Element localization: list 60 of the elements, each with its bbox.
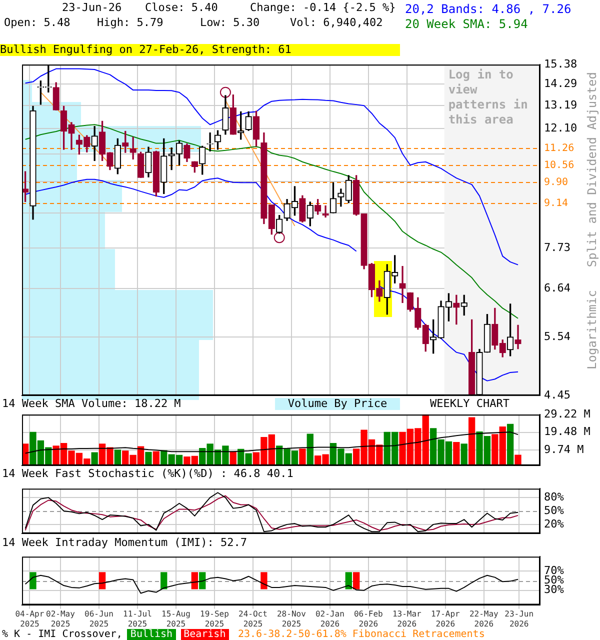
x-tick-label: 06-Feb 2026 [354,610,384,628]
text: Close: 5.40 [145,1,218,14]
y-tick-label: 12.10 [544,121,578,134]
y-tick-label: 7.73 [544,240,570,254]
y-tick-label: 80% [544,490,564,504]
text: Bullish [127,629,176,640]
y-tick-label: 5.54 [544,330,571,343]
x-tick-label: 02-May 2025 [46,610,76,628]
x-tick-label: 19-Sep 2025 [200,610,230,628]
x-tick-label: 22-May 2026 [469,610,499,628]
text: Open: 5.48 [4,16,70,29]
candlestick [514,324,522,350]
band-label: Log in to view patterns in this area [448,68,528,127]
text: 23-Jun-26 [62,1,122,14]
ref-line-label: 10.56 [544,160,574,172]
text: 23.6-38.2-50-61.8% Fibonacci Retracements [238,629,485,640]
y-tick-label: 30% [544,583,564,596]
y-tick-label: 20% [544,517,564,530]
y-tick-label: 15.38 [544,57,578,70]
y-tick-label: 50% [544,504,564,517]
text: Bearish [180,629,229,640]
y-tick-label: 70% [544,564,564,577]
y-tick-label: 19.48 M [544,425,591,438]
text: Low: 5.30 [200,16,260,29]
chart-title: 14 Week SMA Volume: 18.22 M [2,397,181,410]
y-tick-label: 29.22 M [544,407,591,420]
y-tick-label: 6.64 [544,282,571,295]
x-tick-label: 17-Apr 2026 [430,610,460,628]
text: Bullish Engulfing on 27-Feb-26, Strength: 61 [0,43,400,56]
candlestick [130,136,136,160]
x-tick-label: 15-Aug 2025 [162,610,191,628]
text: WEEKLY CHART [430,397,510,410]
x-tick-label: 02-Jan 2026 [315,610,345,628]
ref-line-label: 9.14 [544,198,568,210]
x-tick-label: 28-Nov 2025 [276,610,306,628]
candlestick [168,147,175,170]
y-tick-label: 14.29 [544,77,578,90]
x-tick-label: 23-Jun 2026 [504,610,534,628]
y-axis-title: Split and Dividend Adjusted [585,72,599,268]
text: Change: -0.14 {-2.5 %} [250,1,396,14]
y-tick-label: 9.74 M [544,442,584,456]
text: Vol: 6,940,402 [290,16,383,29]
text: High: 5.79 [97,16,164,29]
text: Logarithmic [585,290,599,370]
chart-title: 14 Week Intraday Momentum (IMI): 52.7 [2,536,248,549]
text: 20,2 Bands: 4.86 , 7.26 [405,2,572,16]
x-tick-label: 04-Apr 2025 [15,610,44,628]
x-tick-label: 13-Mar 2026 [392,610,422,628]
candlestick [399,266,406,303]
ref-line-label: 11.26 [544,143,574,154]
legend-title: % K - IMI Crossover, [2,629,122,640]
x-tick-label: 24-Oct 2025 [238,610,268,628]
x-tick-label: 06-Jun 2025 [84,610,114,628]
ref-line-label: 9.90 [544,177,568,188]
text: 20 Week SMA: 5.94 [405,17,529,31]
y-tick-label: 4.45 [544,388,570,402]
y-tick-label: 13.19 [544,98,578,112]
chart-title: 14 Week Fast Stochastic (%K)(%D) : 46.8 40.1 [2,467,294,480]
x-tick-label: 11-Jul 2025 [123,610,152,628]
text: Volume By Price [275,397,400,410]
